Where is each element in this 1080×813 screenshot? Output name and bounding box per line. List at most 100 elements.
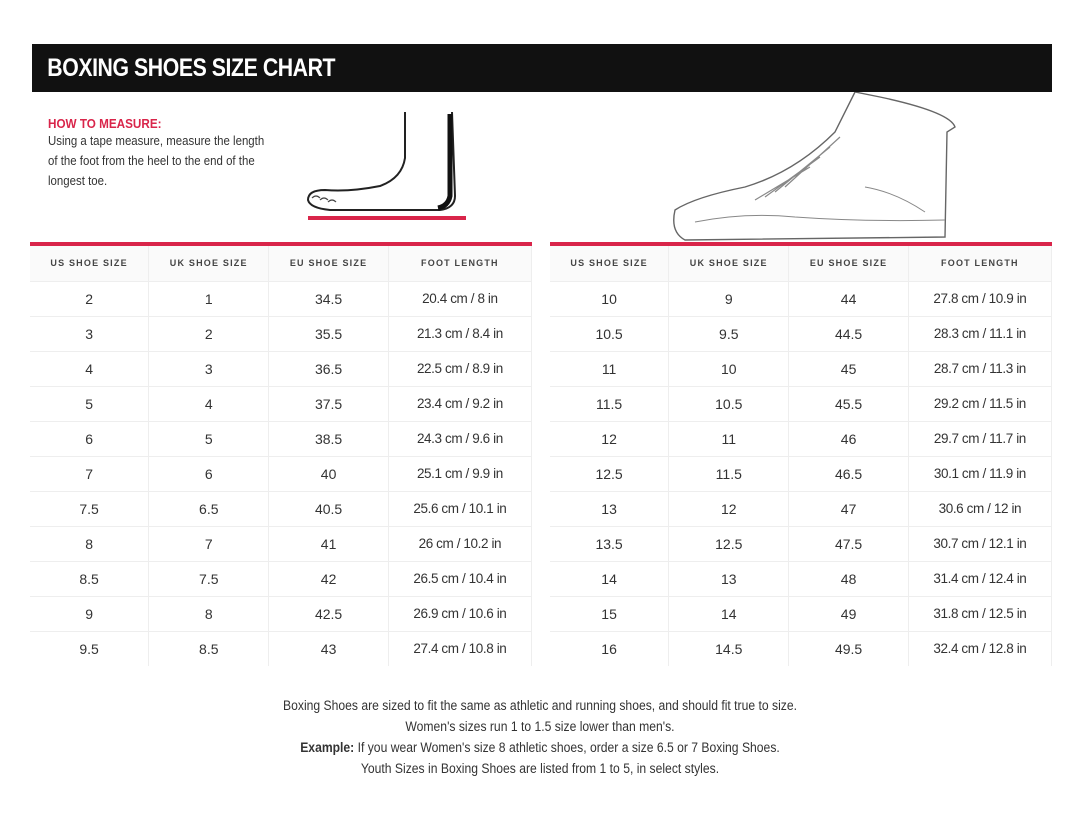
column-header: US SHOE SIZE	[550, 244, 670, 281]
table-cell: 24.3 cm / 9.6 in	[388, 420, 533, 456]
table-cell: 27.8 cm / 10.9 in	[908, 280, 1053, 316]
table-cell: 30.1 cm / 11.9 in	[908, 455, 1053, 491]
table-row: 7.5 6.5 40.5 25.6 cm / 10.1 in	[30, 490, 533, 526]
table-row: 5 4 37.5 23.4 cm / 9.2 in	[30, 385, 533, 421]
table-cell: 3	[30, 315, 150, 351]
table-cell: 44.5	[788, 315, 909, 351]
table-cell: 35.5	[268, 315, 389, 351]
table-cell: 9	[30, 595, 150, 631]
column-header: UK SHOE SIZE	[668, 244, 790, 281]
table-cell: 11.5	[668, 455, 790, 491]
table-cell: 28.3 cm / 11.1 in	[908, 315, 1053, 351]
table-cell: 42.5	[268, 595, 389, 631]
table-cell: 46.5	[788, 455, 909, 491]
table-cell: 7	[30, 455, 150, 491]
table-cell: 11.5	[550, 385, 670, 421]
table-cell: 5	[148, 420, 270, 456]
table-cell: 49.5	[788, 630, 909, 666]
table-row: 14 13 48 31.4 cm / 12.4 in	[550, 560, 1053, 596]
how-to-measure: HOW TO MEASURE: Using a tape measure, me…	[48, 116, 278, 191]
table-cell: 26 cm / 10.2 in	[388, 525, 533, 561]
table-cell: 29.7 cm / 11.7 in	[908, 420, 1053, 456]
table-cell: 43	[268, 630, 389, 666]
table-cell: 30.6 cm / 12 in	[908, 490, 1053, 526]
table-row: 11 10 45 28.7 cm / 11.3 in	[550, 350, 1053, 386]
table-cell: 41	[268, 525, 389, 561]
table-row: 2 1 34.5 20.4 cm / 8 in	[30, 280, 533, 316]
table-cell: 13	[550, 490, 670, 526]
table-row: 9.5 8.5 43 27.4 cm / 10.8 in	[30, 630, 533, 666]
column-header: EU SHOE SIZE	[788, 244, 909, 281]
table-row: 15 14 49 31.8 cm / 12.5 in	[550, 595, 1053, 631]
table-row: 10 9 44 27.8 cm / 10.9 in	[550, 280, 1053, 316]
table-cell: 13.5	[550, 525, 670, 561]
table-cell: 14	[550, 560, 670, 596]
column-header: EU SHOE SIZE	[268, 244, 389, 281]
column-header: FOOT LENGTH	[388, 244, 533, 281]
table-cell: 4	[148, 385, 270, 421]
column-header: FOOT LENGTH	[908, 244, 1053, 281]
how-to-measure-text: Using a tape measure, measure the length…	[48, 133, 265, 188]
table-cell: 12.5	[550, 455, 670, 491]
note-line: Youth Sizes in Boxing Shoes are listed f…	[360, 761, 720, 776]
table-cell: 7	[148, 525, 270, 561]
table-cell: 45	[788, 350, 909, 386]
table-cell: 11	[668, 420, 790, 456]
table-cell: 11	[550, 350, 670, 386]
table-cell: 4	[30, 350, 150, 386]
table-row: 3 2 35.5 21.3 cm / 8.4 in	[30, 315, 533, 351]
table-cell: 10	[668, 350, 790, 386]
table-row: 12 11 46 29.7 cm / 11.7 in	[550, 420, 1053, 456]
table-cell: 14.5	[668, 630, 790, 666]
size-table-left: US SHOE SIZE UK SHOE SIZE EU SHOE SIZE F…	[30, 242, 533, 666]
table-cell: 26.5 cm / 10.4 in	[388, 560, 533, 596]
table-cell: 47	[788, 490, 909, 526]
table-cell: 15	[550, 595, 670, 631]
table-cell: 45.5	[788, 385, 909, 421]
table-cell: 25.1 cm / 9.9 in	[388, 455, 533, 491]
table-cell: 7.5	[30, 490, 150, 526]
table-row: 10.5 9.5 44.5 28.3 cm / 11.1 in	[550, 315, 1053, 351]
table-cell: 9	[668, 280, 790, 316]
table-header-row: US SHOE SIZE UK SHOE SIZE EU SHOE SIZE F…	[30, 244, 533, 281]
size-table-right: US SHOE SIZE UK SHOE SIZE EU SHOE SIZE F…	[550, 242, 1053, 666]
table-cell: 14	[668, 595, 790, 631]
table-row: 4 3 36.5 22.5 cm / 8.9 in	[30, 350, 533, 386]
fit-notes: Boxing Shoes are sized to fit the same a…	[0, 695, 1080, 779]
table-row: 13.5 12.5 47.5 30.7 cm / 12.1 in	[550, 525, 1053, 561]
column-header: UK SHOE SIZE	[148, 244, 270, 281]
table-cell: 3	[148, 350, 270, 386]
table-cell: 31.4 cm / 12.4 in	[908, 560, 1053, 596]
table-cell: 23.4 cm / 9.2 in	[388, 385, 533, 421]
table-cell: 22.5 cm / 8.9 in	[388, 350, 533, 386]
table-cell: 5	[30, 385, 150, 421]
table-cell: 47.5	[788, 525, 909, 561]
example-label: Example:	[300, 740, 355, 755]
table-cell: 29.2 cm / 11.5 in	[908, 385, 1053, 421]
table-cell: 12	[550, 420, 670, 456]
table-cell: 13	[668, 560, 790, 596]
table-cell: 8.5	[148, 630, 270, 666]
table-cell: 12	[668, 490, 790, 526]
table-row: 8.5 7.5 42 26.5 cm / 10.4 in	[30, 560, 533, 596]
note-line: Women's sizes run 1 to 1.5 size lower th…	[405, 719, 675, 734]
table-row: 8 7 41 26 cm / 10.2 in	[30, 525, 533, 561]
table-cell: 8	[30, 525, 150, 561]
table-row: 11.5 10.5 45.5 29.2 cm / 11.5 in	[550, 385, 1053, 421]
table-cell: 40.5	[268, 490, 389, 526]
table-cell: 44	[788, 280, 909, 316]
table-cell: 7.5	[148, 560, 270, 596]
note-line: Boxing Shoes are sized to fit the same a…	[283, 698, 797, 713]
table-cell: 49	[788, 595, 909, 631]
how-to-measure-heading: HOW TO MEASURE:	[48, 116, 162, 131]
table-cell: 2	[148, 315, 270, 351]
title-banner: BOXING SHOES SIZE CHART	[32, 44, 1052, 92]
table-cell: 32.4 cm / 12.8 in	[908, 630, 1053, 666]
table-row: 9 8 42.5 26.9 cm / 10.6 in	[30, 595, 533, 631]
table-cell: 37.5	[268, 385, 389, 421]
page-title: BOXING SHOES SIZE CHART	[47, 54, 336, 82]
table-cell: 36.5	[268, 350, 389, 386]
table-cell: 9.5	[30, 630, 150, 666]
example-text: If you wear Women's size 8 athletic shoe…	[354, 740, 780, 755]
table-cell: 10.5	[550, 315, 670, 351]
